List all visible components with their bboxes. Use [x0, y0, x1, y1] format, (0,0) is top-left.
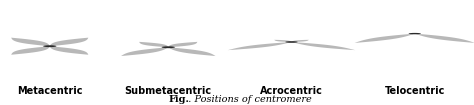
Text: Metacentric: Metacentric [17, 86, 82, 96]
Polygon shape [50, 46, 88, 55]
Polygon shape [11, 46, 50, 55]
Ellipse shape [43, 45, 56, 47]
Polygon shape [274, 40, 292, 42]
Ellipse shape [162, 46, 175, 48]
Polygon shape [168, 47, 216, 56]
Polygon shape [228, 42, 292, 50]
Text: . Positions of centromere: . Positions of centromere [182, 95, 312, 104]
Text: Acrocentric: Acrocentric [260, 86, 323, 96]
Polygon shape [121, 47, 168, 56]
Polygon shape [168, 42, 197, 47]
Text: Fig.: Fig. [168, 95, 189, 104]
Text: Submetacentric: Submetacentric [125, 86, 212, 96]
Text: Telocentric: Telocentric [384, 86, 445, 96]
Polygon shape [355, 34, 415, 43]
Polygon shape [11, 38, 50, 46]
Ellipse shape [409, 33, 421, 34]
Polygon shape [50, 38, 88, 46]
Polygon shape [292, 40, 309, 42]
Ellipse shape [285, 41, 298, 43]
Polygon shape [415, 34, 474, 43]
Polygon shape [139, 42, 168, 47]
Polygon shape [292, 42, 355, 50]
